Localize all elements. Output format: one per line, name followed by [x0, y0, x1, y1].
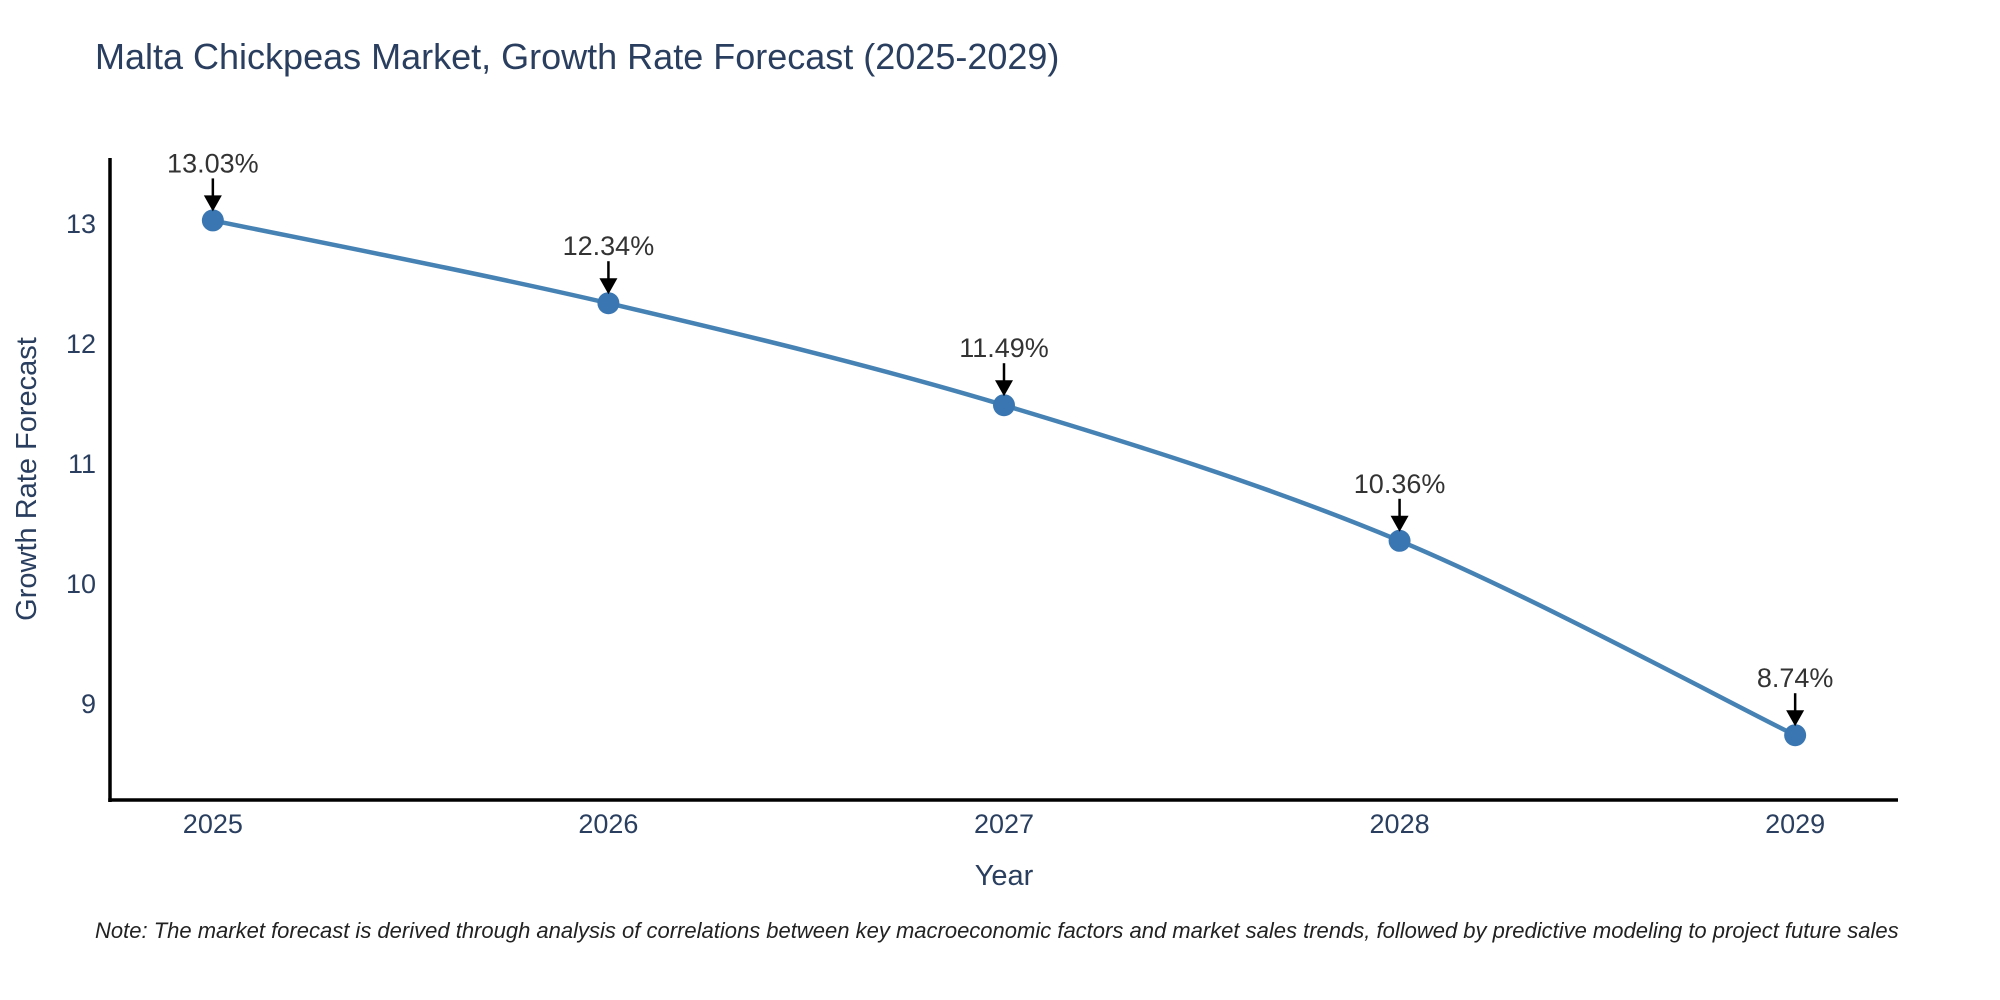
annotation-arrowhead — [203, 195, 222, 212]
annotation-arrowhead — [995, 380, 1013, 397]
x-tick-label: 2028 — [1370, 809, 1430, 839]
x-tick-label: 2026 — [578, 809, 638, 839]
y-tick-label: 9 — [81, 689, 96, 719]
y-tick-label: 10 — [66, 569, 96, 599]
annotation-label: 8.74% — [1757, 663, 1834, 693]
annotation-label: 10.36% — [1354, 469, 1446, 499]
x-axis-title: Year — [975, 860, 1034, 892]
annotation-label: 12.34% — [563, 231, 655, 261]
annotation-label: 11.49% — [959, 333, 1049, 363]
x-tick-label: 2029 — [1765, 809, 1825, 839]
chart-footnote: Note: The market forecast is derived thr… — [95, 918, 1899, 943]
data-point-marker — [597, 292, 620, 315]
annotation-arrowhead — [1390, 515, 1409, 532]
annotation-arrowhead — [1786, 710, 1805, 727]
data-point-marker — [1784, 724, 1807, 747]
y-axis-title: Growth Rate Forecast — [11, 337, 43, 621]
y-tick-label: 13 — [66, 209, 96, 239]
annotation-arrowhead — [599, 278, 618, 295]
annotation-label: 13.03% — [167, 148, 259, 178]
data-point-marker — [993, 394, 1015, 417]
x-tick-label: 2025 — [183, 809, 243, 839]
data-point-marker — [201, 209, 224, 232]
data-point-marker — [1388, 529, 1411, 552]
y-tick-label: 11 — [68, 449, 96, 479]
x-tick-label: 2027 — [974, 809, 1034, 839]
series-line — [212, 218, 1797, 738]
chart-title: Malta Chickpeas Market, Growth Rate Fore… — [95, 36, 1060, 77]
y-tick-label: 12 — [66, 329, 96, 359]
